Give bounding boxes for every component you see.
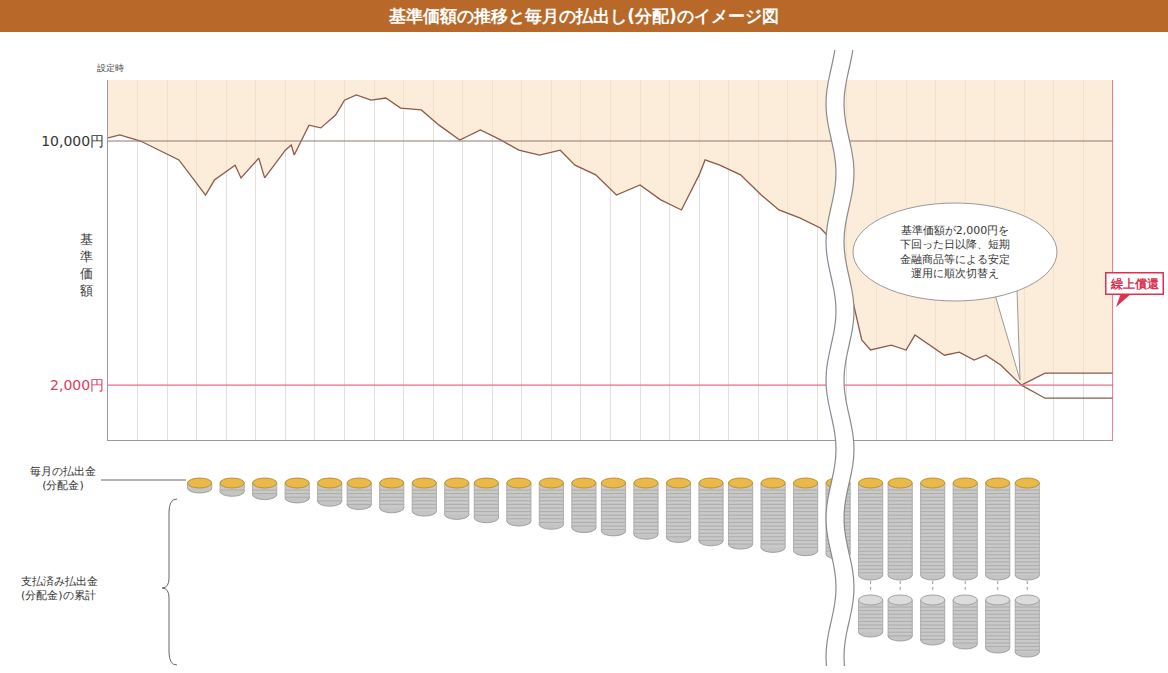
svg-text:2,000円: 2,000円 — [50, 377, 104, 393]
svg-text:10,000円: 10,000円 — [41, 133, 104, 149]
svg-text:繰上償還: 繰上償還 — [1110, 277, 1160, 291]
svg-text:支払済み払出金(分配金)の累計: 支払済み払出金(分配金)の累計 — [21, 575, 98, 602]
svg-text:基準価額の推移と毎月の払出し(分配)のイメージ図: 基準価額の推移と毎月の払出し(分配)のイメージ図 — [388, 6, 779, 26]
svg-text:基準価額が2,000円を下回った日以降、短期金融商品等による: 基準価額が2,000円を下回った日以降、短期金融商品等による安定運用に順次切替え — [900, 224, 1010, 280]
svg-text:設定時: 設定時 — [97, 63, 124, 73]
svg-text:毎月の払出金(分配金): 毎月の払出金(分配金) — [30, 465, 96, 492]
svg-text:基準価額: 基準価額 — [80, 232, 93, 298]
